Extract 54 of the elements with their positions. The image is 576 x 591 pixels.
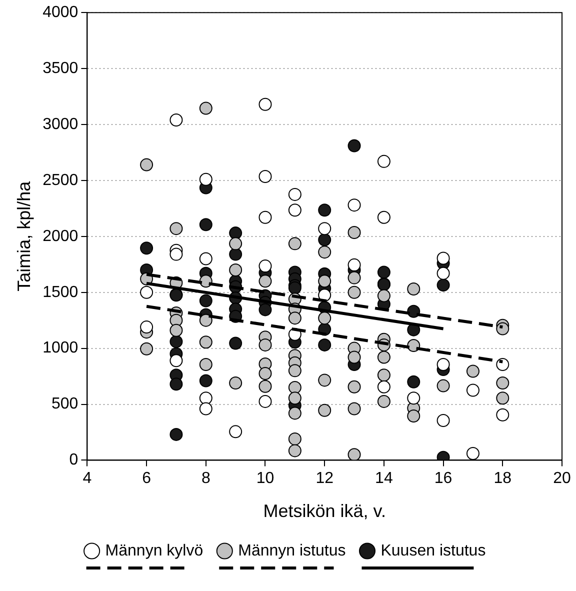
point	[170, 248, 183, 261]
point	[407, 375, 420, 388]
y-tick-label: 4000	[42, 4, 78, 22]
x-tick-label: 16	[434, 470, 452, 488]
y-tick-label: 1500	[42, 284, 78, 301]
point	[140, 320, 154, 334]
point	[170, 378, 183, 391]
point	[170, 354, 183, 368]
y-tick-label: 3000	[42, 116, 78, 133]
point	[170, 335, 183, 348]
point	[199, 374, 212, 388]
y-tick-label: 1000	[42, 340, 78, 357]
x-axis-title: Metsikön ikä, v.	[263, 501, 386, 522]
point	[318, 204, 332, 217]
point	[377, 266, 390, 279]
x-tick-label: 10	[256, 470, 274, 488]
point	[140, 286, 154, 299]
point	[436, 266, 450, 280]
point	[229, 226, 242, 240]
x-tick-label: 14	[375, 470, 393, 488]
x-tick-label: 8	[201, 470, 210, 488]
y-tick-label: 0	[69, 452, 78, 469]
y-tick-label: 3500	[42, 60, 78, 77]
point	[229, 248, 242, 261]
x-tick-label: 12	[316, 470, 334, 488]
point	[348, 139, 361, 152]
legend-label: Kuusen istutus	[380, 542, 486, 560]
x-tick-label: 20	[553, 470, 571, 488]
point	[199, 172, 212, 186]
point	[199, 218, 212, 232]
point	[199, 294, 212, 308]
point	[170, 428, 183, 441]
point	[229, 336, 242, 350]
legend-label: Männyn istutus	[238, 542, 346, 560]
point	[436, 278, 450, 292]
point	[140, 242, 154, 255]
x-tick-label: 18	[494, 470, 512, 488]
y-tick-label: 2500	[42, 172, 78, 189]
point	[436, 252, 450, 265]
y-axis-title: Taimia, kpl/ha	[14, 180, 34, 292]
point	[318, 338, 332, 352]
point	[318, 233, 332, 246]
point	[199, 402, 212, 416]
y-tick-label: 2000	[42, 228, 78, 245]
point	[258, 260, 272, 273]
point	[436, 358, 450, 372]
point	[407, 392, 420, 405]
x-tick-label: 6	[142, 470, 152, 488]
y-tick-label: 500	[51, 396, 78, 413]
point	[258, 303, 272, 316]
point	[348, 258, 361, 272]
legend-label: Männyn kylvö	[105, 542, 204, 560]
point	[318, 288, 332, 302]
x-tick-label: 4	[82, 470, 92, 488]
